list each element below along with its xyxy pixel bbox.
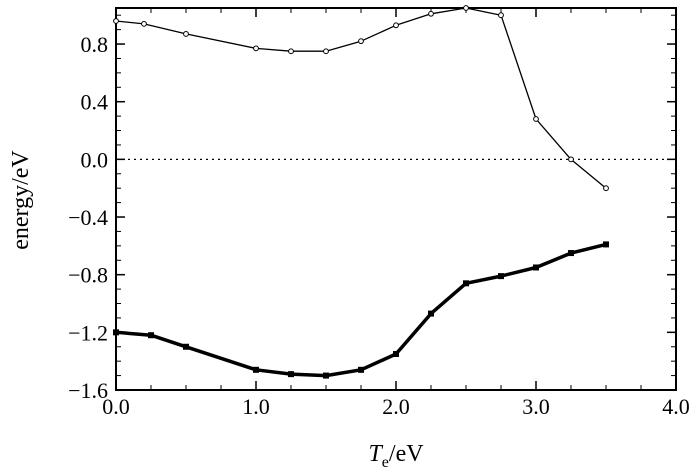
data-point-upper — [253, 45, 259, 52]
data-point-lower — [463, 280, 469, 287]
data-point-upper — [533, 116, 539, 122]
x-axis-label-subscript: e — [382, 454, 389, 471]
data-point-lower — [113, 329, 119, 336]
data-point-upper — [323, 48, 329, 55]
data-point-lower — [323, 372, 329, 379]
data-point-lower — [428, 310, 434, 317]
x-tick-label: 0.0 — [102, 394, 130, 419]
y-tick-labels: 0.8 0.4 0.0 −0.4 −0.8 −1.2 −1.6 — [68, 32, 108, 403]
x-tick-label: 2.0 — [382, 394, 410, 419]
series-line-lower — [115, 242, 607, 378]
y-tick-label: −0.4 — [68, 205, 108, 230]
data-point-upper — [288, 48, 294, 55]
x-tick-label: 4.0 — [662, 394, 690, 419]
data-point-upper — [141, 20, 147, 27]
data-point-lower — [148, 332, 154, 339]
data-point-upper — [603, 185, 609, 192]
y-axis-label: energy/eV — [8, 150, 34, 250]
data-point-upper — [358, 38, 364, 45]
data-point-upper — [393, 22, 399, 29]
tick-marks — [115, 8, 677, 391]
data-point-lower — [603, 241, 609, 248]
x-tick-label: 3.0 — [522, 394, 550, 419]
x-axis-label: Te/eV — [368, 441, 424, 471]
y-tick-label: 0.0 — [81, 147, 109, 172]
data-point-lower — [358, 366, 364, 373]
x-tick-label: 1.0 — [242, 394, 270, 419]
data-point-upper — [568, 156, 574, 163]
x-tick-labels: 0.0 1.0 2.0 3.0 4.0 — [102, 394, 690, 419]
data-point-upper — [498, 12, 504, 19]
plot-frame — [115, 7, 677, 391]
data-point-lower — [498, 273, 504, 280]
series-layer — [113, 5, 609, 379]
data-point-upper — [463, 5, 469, 11]
y-tick-label: −1.2 — [68, 320, 108, 345]
data-point-upper — [428, 10, 434, 17]
x-axis-label-symbol: T — [368, 441, 383, 467]
y-tick-label: 0.4 — [81, 90, 109, 115]
data-point-lower — [183, 343, 189, 350]
data-point-lower — [393, 350, 399, 357]
data-point-lower — [253, 366, 259, 373]
data-point-upper — [113, 18, 119, 24]
data-point-lower — [288, 371, 294, 378]
data-point-upper — [183, 31, 189, 37]
series-line-upper — [115, 7, 607, 189]
y-tick-label: −1.6 — [68, 378, 108, 403]
data-point-lower — [533, 264, 539, 271]
y-tick-label: 0.8 — [81, 32, 109, 57]
x-axis-label-unit: /eV — [389, 441, 424, 467]
data-point-lower — [568, 250, 574, 257]
y-tick-label: −0.8 — [68, 263, 108, 288]
